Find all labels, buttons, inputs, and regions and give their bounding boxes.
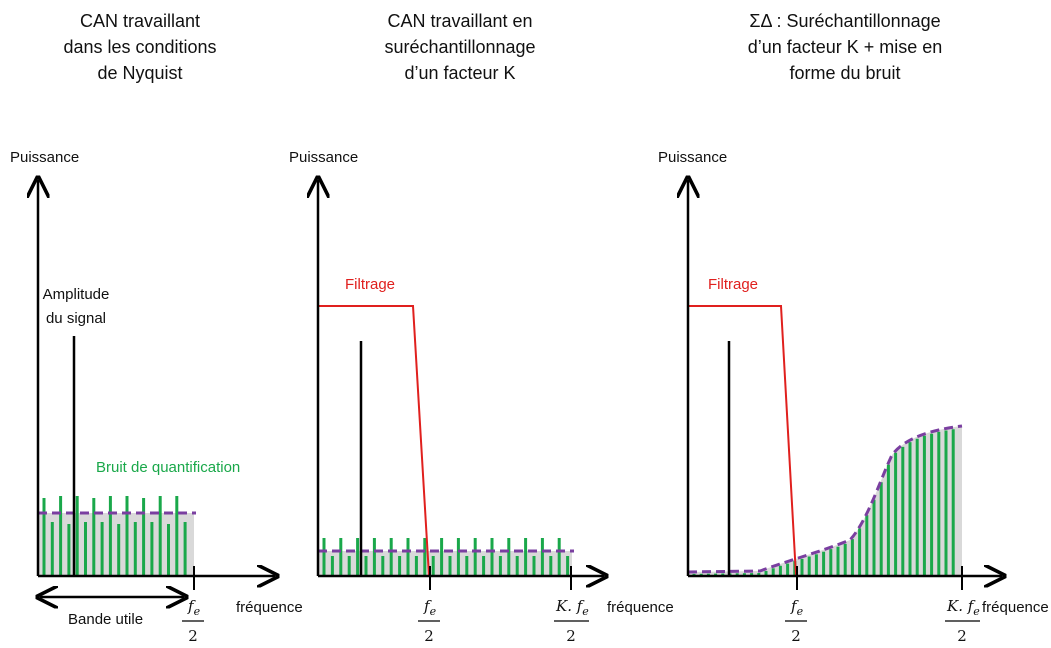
panel1-title-line1: CAN travaillant [79, 11, 201, 31]
panel3-fe-num: fe [790, 597, 804, 618]
panel1-x-label: fréquence [236, 599, 303, 616]
panel2-filter-label: Filtrage [345, 276, 395, 293]
panel2-kfe-num: K. fe [555, 597, 589, 618]
panel1-noise-bars [42, 496, 187, 576]
panel2-x-label: fréquence [607, 599, 674, 616]
panel3-title-line3: forme du bruit [789, 63, 901, 83]
panel2-kfe-den: 2 [566, 627, 576, 645]
panel2: Puissance fréquence Filtrage fe 2 K. fe … [289, 149, 674, 645]
panel3-fe-fraction: fe 2 [785, 597, 807, 645]
panel1-y-label: Puissance [10, 149, 79, 166]
panel3-title-line2: d’un facteur K + mise en [747, 37, 943, 57]
panel3: Puissance fréquence Filtrage fe 2 K. fe … [658, 149, 1049, 645]
panel3-y-label: Puissance [658, 149, 727, 166]
panel1-fe-den: 2 [188, 627, 198, 645]
panel3-kfe-num: K. fe [946, 597, 980, 618]
panel1-title-line3: de Nyquist [97, 63, 183, 83]
panel3-noise-envelope [687, 424, 963, 574]
panel3-filter-curve [688, 305, 797, 577]
panel3-filter-label: Filtrage [708, 276, 758, 293]
panel3-kfe-fraction: K. fe 2 [945, 597, 980, 645]
panel3-x-label: fréquence [982, 599, 1049, 616]
panel1: Puissance fréquence Amplitude du signal … [10, 149, 303, 645]
panel2-title: CAN travaillant en suréchantillonnage d’… [360, 8, 560, 86]
panel2-title-line3: d’un facteur K [404, 63, 516, 83]
panel1-title-line2: dans les conditions [63, 37, 217, 57]
panel3-noise-bars [692, 429, 955, 576]
panel2-y-label: Puissance [289, 149, 358, 166]
panel3-title: ΣΔ : Suréchantillonnage d’un facteur K +… [730, 8, 960, 86]
panel2-kfe-fraction: K. fe 2 [554, 597, 589, 645]
panel2-fe-num: fe [423, 597, 437, 618]
panel2-fe-fraction: fe 2 [418, 597, 440, 645]
panel2-title-line1: CAN travaillant en [387, 11, 533, 31]
panel3-noise-area [688, 426, 962, 576]
panel3-fe-den: 2 [791, 627, 801, 645]
panel1-band-label: Bande utile [68, 611, 143, 628]
panel1-signal-label-1: Amplitude [43, 286, 110, 303]
panel1-signal-label-2: du signal [46, 310, 106, 327]
panel1-noise-label: Bruit de quantification [96, 459, 240, 476]
panel1-fe-fraction: fe 2 [182, 597, 204, 645]
panel2-title-line2: suréchantillonnage [384, 37, 536, 57]
panel1-fe-num: fe [187, 597, 201, 618]
panel3-kfe-den: 2 [957, 627, 967, 645]
panel3-title-line1: ΣΔ : Suréchantillonnage [749, 11, 941, 31]
panel1-title: CAN travaillant dans les conditions de N… [40, 8, 240, 86]
panel2-fe-den: 2 [424, 627, 434, 645]
panel2-noise-bars [322, 538, 570, 576]
panel2-filter-curve [318, 305, 430, 577]
